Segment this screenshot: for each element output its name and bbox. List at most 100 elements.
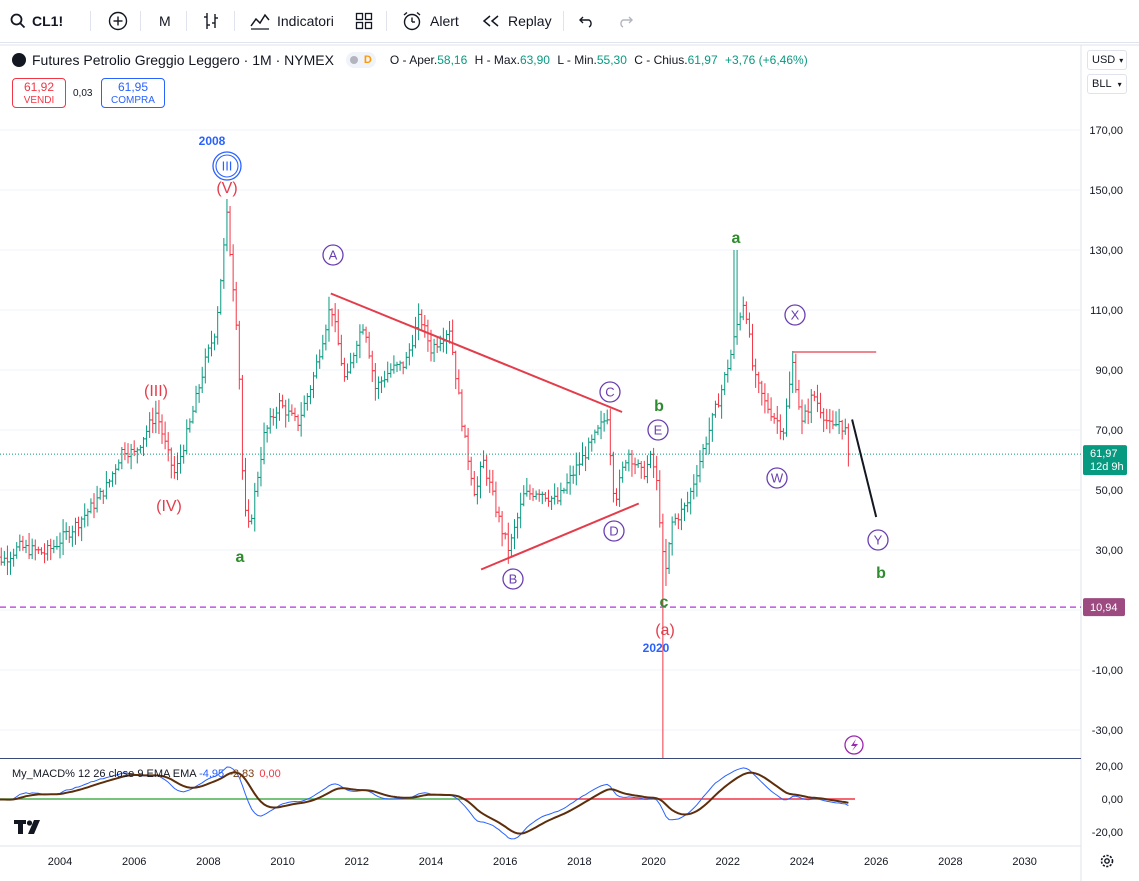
indicators-button[interactable]: Indicatori [249,0,334,42]
wave-label: D [609,524,618,539]
time-tick-label: 2010 [270,856,294,868]
time-tick-label: 2012 [345,856,369,868]
time-tick-label: 2030 [1012,856,1036,868]
trendline-upper [330,292,623,413]
settings-button[interactable] [1099,853,1115,874]
macd-value: -4,95 [199,768,225,780]
macd-label: My_MACD% 12 26 close 9 EMA EMA [12,768,197,780]
alert-label: Alert [430,13,459,29]
projection-line [851,419,878,518]
open-value: 58,16 [437,53,468,67]
time-tick-label: 2006 [122,856,146,868]
wave-V-label: (V) [216,180,237,197]
histogram-value: 0,00 [259,768,281,780]
wave-circle [212,151,242,181]
time-tick-label: 2018 [567,856,591,868]
layouts-button[interactable] [355,0,373,42]
price-tick-label: 110,00 [1090,305,1123,317]
lightning-bolt [851,739,858,751]
buy-price: 61,95 [117,80,149,94]
wave-E-label: E [647,419,669,441]
close-value: 61,97 [687,53,718,67]
alert-button[interactable]: Alert [401,0,459,42]
spread-value: 0,03 [73,88,93,99]
last-price-bg [1083,445,1127,476]
wave-a-top-label: a [732,230,741,247]
symbol-search-button[interactable]: CL1! [10,0,63,42]
indicators-icon [250,13,270,30]
wave-A-label: A [322,244,344,266]
wave-D-label: D [603,520,625,542]
wave-circle [322,244,344,266]
interval-label: M [159,13,171,29]
symbol-label: CL1! [32,13,64,29]
wave-Y-label: Y [867,529,889,551]
interval-button[interactable]: M [159,0,171,42]
compare-button[interactable] [108,0,128,42]
sell-button[interactable]: 61,92 VENDI [12,78,66,108]
market-closed-dot [349,56,358,64]
wave-a-low-label: a [236,549,245,566]
change-value: +3,76 (+6,46%) [724,53,808,67]
level-price-tag: 10,94 [1083,598,1125,617]
wave-X-label: X [784,304,806,326]
time-tick-label: 2014 [419,856,443,868]
wave-IV-label: (IV) [156,498,182,515]
currency-label: USD [1092,54,1116,66]
time-tick-label: 2020 [641,856,665,868]
wave-W-label: W [766,467,788,489]
wave-label: E [654,423,663,438]
open-label: O - Aper. [389,53,438,67]
year-label-2008: 2008 [199,134,226,148]
time-tick-label: 2022 [716,856,740,868]
trendline-lower [480,502,640,571]
wave-label: C [605,385,614,400]
undo-button[interactable] [578,0,596,42]
symbol-logo [12,53,26,67]
alarm-clock-icon [403,11,421,31]
price-tick-label: -10,00 [1092,665,1123,677]
ohlc-values: O - Aper.58,16 H - Max.63,90 L - Min.55,… [390,53,808,67]
wave-III-red-label: (III) [144,383,168,400]
wave-label: A [329,248,338,263]
price-tick-label: 170,00 [1089,125,1123,137]
macd-pane [0,766,855,840]
grid-layout-icon [355,12,373,30]
signal-line [0,771,849,835]
legend-title: Futures Petrolio Greggio Leggero · 1M · … [32,52,334,68]
wave-circle [502,568,524,590]
wave-circle [599,381,621,403]
price-tick-label: 90,00 [1095,365,1123,377]
drawings-layer: 2008 III (V) (III) (IV) a A B C D Eb c (a) 2020 a X W Yb [0,134,1081,755]
chart-type-button[interactable] [202,0,220,42]
time-tick-label: 2024 [790,856,814,868]
unit-selector[interactable]: BLL ▾ [1087,74,1127,94]
divider [234,11,235,31]
price-tick-label: 130,00 [1089,245,1123,257]
market-status-pill[interactable]: D [345,52,376,68]
divider [386,11,387,31]
countdown-value: 12d 9h [1090,461,1124,473]
rewind-icon [482,15,499,27]
buy-button[interactable]: 61,95 COMPRA [101,78,165,108]
price-tick-label: 150,00 [1089,185,1123,197]
replay-button[interactable]: Replay [482,0,552,42]
unit-label: BLL [1092,78,1112,90]
year-label-2020: 2020 [643,641,670,655]
buy-label: COMPRA [111,95,155,106]
wave-III-label: III [212,151,242,181]
chevron-down-icon: ▾ [1117,79,1122,89]
wave-C-label: C [599,381,621,403]
time-tick-label: 2016 [493,856,517,868]
price-tick-label: 50,00 [1095,485,1123,497]
price-tick-label: 30,00 [1095,545,1123,557]
low-label: L - Min. [557,53,597,67]
sell-price: 61,92 [23,80,55,94]
low-value: 55,30 [596,53,627,67]
currency-selector[interactable]: USD ▾ [1087,50,1127,70]
divider [186,11,187,31]
time-tick-label: 2026 [864,856,888,868]
wave-circle [766,467,788,489]
redo-button[interactable] [616,0,634,42]
